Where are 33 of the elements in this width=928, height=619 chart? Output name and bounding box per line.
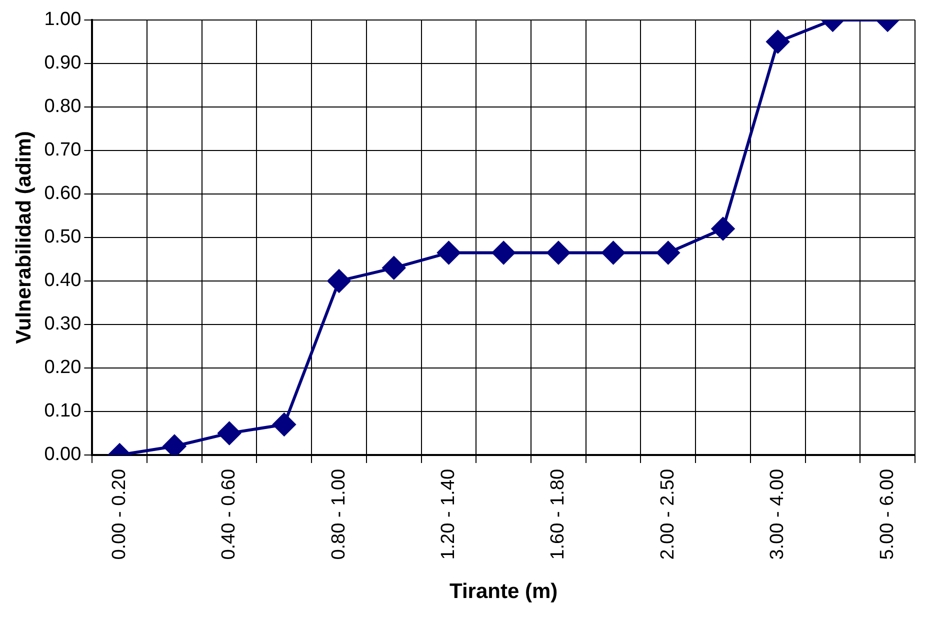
point <box>437 241 460 264</box>
x-tick-label: 0.80 - 1.00 <box>328 468 350 560</box>
point <box>218 422 241 445</box>
y-tick-label: 0.40 <box>44 270 82 292</box>
y-tick-label: 0.20 <box>44 357 82 378</box>
y-tick-label: 0.00 <box>44 444 82 466</box>
point <box>272 413 296 436</box>
x-tick-label: 3.00 - 4.00 <box>767 468 788 560</box>
point <box>162 434 186 455</box>
x-tick-label: 1.20 - 1.40 <box>438 468 459 560</box>
point <box>656 241 680 264</box>
point <box>602 241 625 264</box>
y-tick-label: 0.60 <box>44 183 82 204</box>
point <box>712 217 735 240</box>
y-tick-label: 1.00 <box>44 9 82 30</box>
y-tick-label: 0.80 <box>44 96 82 118</box>
x-tick-label: 1.60 - 1.80 <box>548 468 569 560</box>
point <box>492 241 516 264</box>
x-tick-label: 0.00 - 0.20 <box>108 468 130 560</box>
x-tick-label: 0.40 - 0.60 <box>218 468 240 560</box>
y-axis-title: Vulnerabilidad (adim) <box>12 131 36 344</box>
y-tick-label: 0.90 <box>44 52 82 74</box>
x-axis-title: Tirante (m) <box>450 580 558 604</box>
y-tick-label: 0.30 <box>44 314 82 335</box>
x-tick-label: 5.00 - 6.00 <box>876 468 898 560</box>
y-tick-label: 0.10 <box>44 400 82 422</box>
y-tick-label: 0.70 <box>44 140 82 161</box>
point <box>382 256 406 280</box>
y-tick-label: 0.50 <box>44 226 82 248</box>
point <box>766 30 790 54</box>
x-tick-label: 2.00 - 2.50 <box>657 468 678 560</box>
point <box>328 269 351 292</box>
point <box>546 241 570 264</box>
